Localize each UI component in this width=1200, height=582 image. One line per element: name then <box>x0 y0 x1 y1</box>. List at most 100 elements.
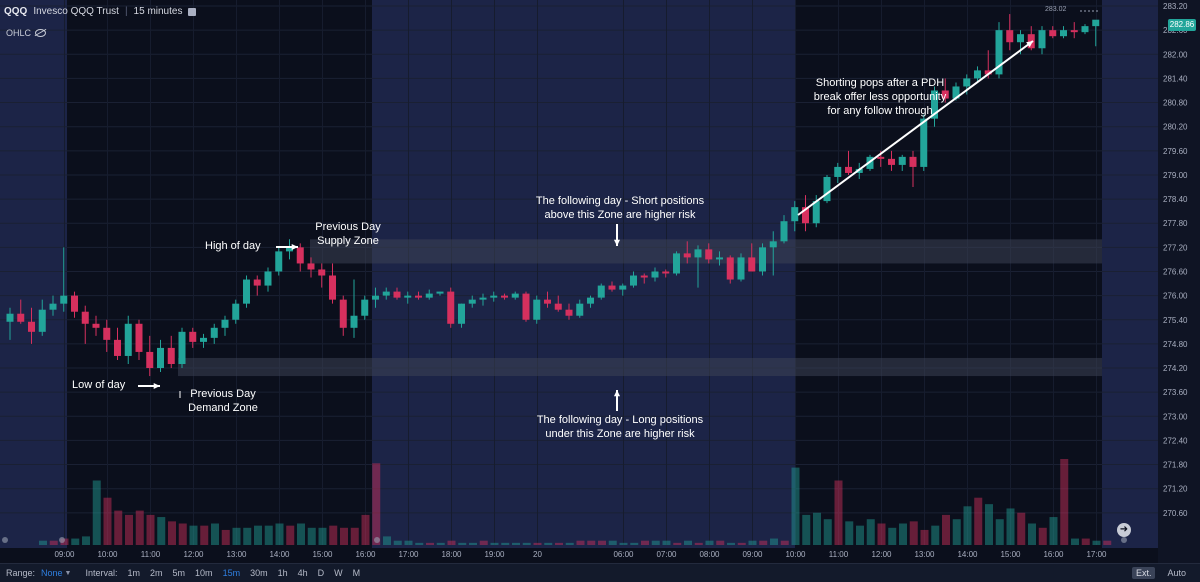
volume-bar <box>275 523 284 545</box>
y-tick-label: 273.60 <box>1163 388 1188 397</box>
extended-hours-toggle[interactable]: Ext. <box>1131 567 1156 579</box>
candle-body <box>436 291 444 294</box>
candle-body <box>694 249 702 258</box>
interval-button-1h[interactable]: 1h <box>277 568 288 578</box>
y-tick-label: 274.80 <box>1163 340 1188 349</box>
volume-bar <box>82 536 90 545</box>
annotation-short-note-line2: above this Zone are higher risk <box>544 209 696 221</box>
volume-bar <box>598 540 606 545</box>
candle-body <box>802 207 809 224</box>
volume-bar <box>845 521 854 545</box>
symbol-label[interactable]: QQQ <box>4 6 28 17</box>
candle-body <box>425 293 433 298</box>
price-axis[interactable] <box>1158 0 1200 563</box>
volume-bar <box>727 542 735 545</box>
y-tick-label: 276.00 <box>1163 292 1188 301</box>
y-tick-label: 281.40 <box>1163 74 1188 83</box>
volume-bar <box>178 523 187 545</box>
chevron-down-icon[interactable]: ▼ <box>64 569 72 577</box>
interval-button-4h[interactable]: 4h <box>297 568 308 578</box>
auto-scale-toggle[interactable]: Auto <box>1167 568 1186 578</box>
volume-bar <box>770 538 778 545</box>
bottom-toolbar: Range: None ▼ Interval: 1m 2m 5m 10m 15m 30m 1… <box>0 563 1200 582</box>
volume-bar <box>1028 523 1036 545</box>
volume-bar <box>469 542 477 545</box>
interval-button-10m[interactable]: 10m <box>195 568 213 578</box>
data-window-icon[interactable] <box>188 7 197 16</box>
interval-button-w[interactable]: W <box>334 568 343 578</box>
candle-body <box>124 323 132 356</box>
range-select[interactable]: None <box>41 568 63 578</box>
candle-body <box>888 158 895 165</box>
y-tick-label: 272.40 <box>1163 436 1188 445</box>
y-tick-label: 273.00 <box>1163 412 1188 421</box>
volume-bar <box>684 540 692 545</box>
volume-bar <box>899 523 907 545</box>
x-tick-label: 14:00 <box>957 550 978 559</box>
volume-bar <box>780 540 789 545</box>
volume-bar <box>329 525 338 545</box>
x-tick-label: 10:00 <box>785 550 806 559</box>
volume-bar <box>1017 512 1026 545</box>
volume-bar <box>200 525 209 545</box>
annotation-supply-zone-line1: Previous Day <box>315 221 381 233</box>
interval-button-15m[interactable]: 15m <box>222 568 241 578</box>
volume-bar <box>748 540 757 545</box>
candle-body <box>716 257 723 260</box>
x-tick-label: 10:00 <box>97 550 118 559</box>
interval-button-30m[interactable]: 30m <box>250 568 268 578</box>
x-tick-label: 17:00 <box>1086 550 1107 559</box>
candle-body <box>103 327 111 340</box>
annotation-long-note-line2: under this Zone are higher risk <box>545 428 695 440</box>
interval-toolbar-label: Interval: <box>85 568 118 578</box>
x-tick-label: 15:00 <box>312 550 333 559</box>
volume-bar <box>576 540 585 545</box>
candle-body <box>845 166 852 173</box>
candle-body <box>221 319 229 328</box>
volume-bar <box>920 529 929 545</box>
candle-body <box>189 331 197 342</box>
interval-button-m[interactable]: M <box>352 568 361 578</box>
last-price-badge: 282.86 <box>1168 19 1196 31</box>
candle-body <box>683 253 691 258</box>
candle-body <box>909 156 917 167</box>
candle-body <box>931 90 938 119</box>
candle-body <box>533 299 541 320</box>
volume-bar <box>361 514 370 545</box>
candle-body <box>6 313 14 322</box>
candle-body <box>458 303 465 324</box>
volume-bar <box>942 514 950 545</box>
interval-button-5m[interactable]: 5m <box>172 568 186 578</box>
x-tick-label: 17:00 <box>398 550 419 559</box>
candle-body <box>608 285 616 290</box>
candle-body <box>479 297 487 300</box>
hide-eye-icon[interactable] <box>35 29 47 37</box>
candle-body <box>780 221 788 242</box>
volume-bar <box>168 521 176 545</box>
x-tick-label: 12:00 <box>183 550 204 559</box>
x-tick-label: 11:00 <box>829 550 849 559</box>
candle-body <box>705 249 713 260</box>
candlestick-chart[interactable]: 283.20282.60282.00281.40280.80280.20279.… <box>0 0 1200 563</box>
volume-bar <box>415 542 424 545</box>
volume-bar <box>501 542 510 545</box>
y-tick-label: 283.20 <box>1163 2 1188 11</box>
candle-body <box>726 257 734 280</box>
volume-bar <box>931 525 940 545</box>
annotation-demand-zone-line1: Previous Day <box>190 388 256 400</box>
volume-bar <box>479 540 488 545</box>
candle-body <box>81 311 89 324</box>
interval-label[interactable]: 15 minutes <box>133 6 183 17</box>
interval-button-1m[interactable]: 1m <box>127 568 141 578</box>
x-tick-label: 19:00 <box>484 550 505 559</box>
scroll-to-realtime-button[interactable]: ➜ <box>1117 523 1131 537</box>
extended-hours-region <box>0 0 67 548</box>
interval-button-d[interactable]: D <box>317 568 325 578</box>
interval-button-2m[interactable]: 2m <box>150 568 163 578</box>
volume-bar <box>544 542 553 545</box>
volume-bar <box>813 512 821 545</box>
y-tick-label: 275.40 <box>1163 316 1188 325</box>
volume-bar <box>393 540 402 545</box>
volume-bar <box>985 504 993 545</box>
